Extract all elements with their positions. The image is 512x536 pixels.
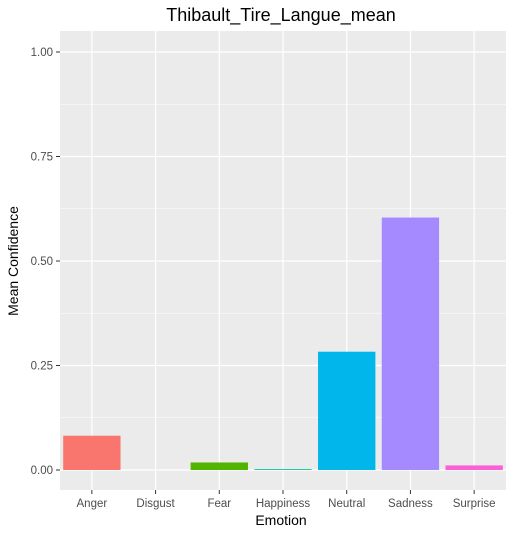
bars	[63, 217, 503, 470]
bar-sadness	[381, 217, 440, 470]
bar-surprise	[445, 465, 503, 470]
bar-neutral	[318, 351, 376, 470]
x-tick-label: Surprise	[453, 498, 496, 510]
bar-fear	[190, 462, 248, 470]
y-tick-label: 0.25	[31, 361, 53, 373]
x-tick-label: Sadness	[388, 498, 433, 510]
y-tick-label: 0.50	[31, 256, 53, 268]
x-axis: Anger Disgust Fear Happiness Neutral Sadness S…	[77, 490, 496, 510]
x-tick-label: Anger	[77, 498, 108, 510]
x-tick-label: Disgust	[136, 498, 175, 510]
x-tick-label: Fear	[207, 498, 231, 510]
bar-anger	[63, 435, 121, 470]
chart-title: Thibault_Tire_Langue_mean	[166, 5, 396, 26]
y-tick-label: 1.00	[31, 47, 53, 59]
y-axis: 0.00 0.25 0.50 0.75 1.00	[31, 47, 60, 477]
bar-happiness	[254, 469, 312, 470]
y-axis-title: Mean Confidence	[5, 206, 21, 316]
x-axis-title: Emotion	[255, 512, 306, 528]
x-tick-label: Happiness	[256, 498, 311, 510]
y-tick-label: 0.75	[31, 152, 53, 164]
x-tick-label: Neutral	[328, 498, 365, 510]
y-tick-label: 0.00	[31, 465, 53, 477]
